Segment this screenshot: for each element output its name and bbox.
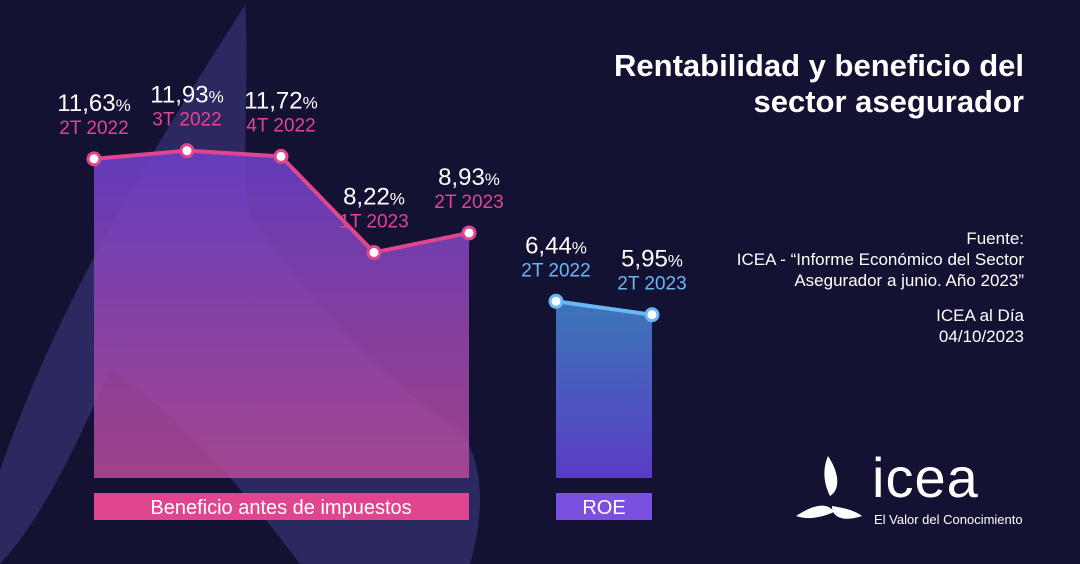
logo-wordmark: icea: [872, 446, 979, 509]
roe-area: [556, 301, 652, 478]
beneficio-category-label: 4T 2022: [246, 115, 315, 136]
icea-logo-icon: [796, 456, 862, 519]
roe-point: [548, 293, 564, 309]
roe-label-box: ROE: [556, 493, 652, 520]
beneficio-category-label: 2T 2023: [434, 192, 503, 213]
beneficio-point: [86, 151, 102, 167]
beneficio-area: [94, 150, 469, 478]
roe-category-label: 2T 2022: [521, 260, 590, 281]
beneficio-value-label: 8,93%: [438, 164, 500, 191]
beneficio-category-label: 1T 2023: [339, 211, 408, 232]
beneficio-category-label: 3T 2022: [152, 110, 221, 131]
beneficio-value-label: 11,93%: [150, 82, 223, 109]
beneficio-value-label: 8,22%: [343, 183, 405, 210]
beneficio-point: [179, 143, 195, 159]
roe-value-label: 6,44%: [525, 232, 587, 259]
roe-label-text: ROE: [582, 497, 625, 519]
roe-chart: 6,44%2T 2022 5,95%2T 2023: [521, 232, 687, 478]
roe-line: [555, 299, 653, 317]
roe-value-label: 5,95%: [621, 246, 683, 273]
beneficio-point: [461, 225, 477, 241]
beneficio-point: [273, 148, 289, 164]
page-title: Rentabilidad y beneficio del sector aseg…: [614, 48, 1024, 119]
roe-point: [644, 307, 660, 323]
beneficio-value-label: 11,63%: [57, 90, 130, 117]
source-label: Fuente:: [966, 229, 1024, 248]
beneficio-value-label: 11,72%: [244, 87, 317, 114]
beneficio-label-box: Beneficio antes de impuestos: [94, 493, 469, 520]
logo-tagline: El Valor del Conocimiento: [874, 512, 1023, 527]
source-block: Fuente: ICEA - “Informe Económico del Se…: [694, 228, 1024, 347]
beneficio-label-text: Beneficio antes de impuestos: [150, 497, 411, 519]
source-text: ICEA - “Informe Económico del Sector Ase…: [736, 250, 1024, 290]
icea-logo: icea El Valor del Conocimiento: [788, 448, 1038, 542]
publication-name: ICEA al Día: [936, 306, 1024, 325]
beneficio-point: [366, 244, 382, 260]
roe-category-label: 2T 2023: [617, 274, 686, 295]
beneficio-category-label: 2T 2022: [59, 118, 128, 139]
beneficio-chart: 11,63%2T 2022 11,93%3T 2022 11,72%4T 2022 8…: [57, 82, 504, 478]
publication-date: 04/10/2023: [938, 327, 1024, 346]
